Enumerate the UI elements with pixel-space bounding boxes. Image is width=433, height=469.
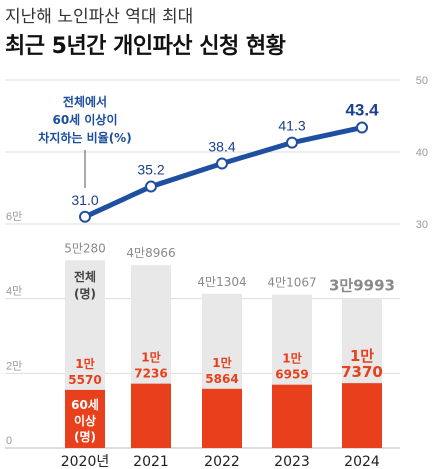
ratio-annotation: 차지하는 비율(%)	[38, 130, 131, 145]
ratio-point	[356, 121, 368, 134]
senior-value-label: 1만	[350, 347, 374, 365]
ratio-value-label: 43.4	[345, 101, 379, 120]
total-value-label: 4만8966	[126, 246, 175, 260]
x-axis-tick-label: 2021	[133, 454, 169, 469]
senior-value-label: 7236	[134, 367, 167, 381]
ratio-value-label: 35.2	[137, 162, 164, 178]
senior-bar	[272, 384, 312, 448]
senior-bar	[342, 383, 382, 448]
chart-subtitle: 지난해 노인파산 역대 최대	[5, 7, 194, 27]
total-series-label: 전체	[74, 269, 96, 284]
right-axis-tick-label: 40	[416, 147, 428, 159]
x-axis-tick-label: 2022	[204, 454, 240, 469]
total-value-label: 5만280	[64, 241, 106, 255]
senior-bar	[202, 388, 242, 448]
ratio-point	[216, 157, 228, 170]
senior-series-label: (명)	[74, 430, 96, 444]
total-value-label: 4만1067	[267, 276, 316, 290]
left-axis-tick-label: 0	[6, 435, 12, 447]
total-value-label: 3만9993	[329, 277, 395, 295]
senior-bar	[131, 383, 171, 448]
senior-value-label: 1만	[212, 355, 231, 370]
senior-series-label: 이상	[74, 413, 96, 428]
ratio-value-label: 31.0	[71, 192, 98, 208]
total-series-label: (명)	[74, 287, 96, 301]
senior-value-label: 1만	[75, 356, 94, 371]
total-value-label: 4만1304	[197, 275, 246, 289]
left-axis-tick-label: 6만	[6, 210, 22, 223]
senior-value-label: 1만	[141, 350, 160, 365]
right-axis-tick-label: 30	[416, 219, 428, 231]
senior-bar	[65, 389, 105, 448]
x-axis-tick-label: 2020년	[61, 454, 110, 469]
x-ticks-layer: 2020년 2021 2022 2023 2024	[61, 454, 380, 469]
x-axis-tick-label: 2023	[274, 454, 310, 469]
ratio-point	[79, 210, 91, 223]
x-axis-tick-label: 2024	[344, 454, 380, 469]
chart-title: 최근 5년간 개인파산 신청 현황	[5, 34, 286, 59]
senior-value-label: 7370	[341, 363, 383, 381]
bars-layer	[65, 260, 382, 448]
left-axis-tick-label: 2만	[6, 359, 22, 372]
ratio-value-label: 38.4	[208, 139, 235, 155]
senior-value-label: 6959	[275, 368, 308, 382]
senior-value-label: 5864	[205, 372, 238, 386]
senior-value-label: 1만	[282, 351, 301, 366]
ratio-value-label: 41.3	[278, 118, 305, 134]
right-axis-tick-label: 50	[416, 75, 428, 87]
bar-labels-layer: 5만280 1만 5570 4만8966 1만 7236 4만1304 1만 5864 4만106…	[64, 241, 395, 444]
senior-series-label: 60세	[71, 397, 99, 412]
ratio-point	[145, 180, 157, 193]
senior-value-label: 5570	[68, 373, 101, 387]
ratio-point	[286, 136, 298, 149]
left-axis-tick-label: 4만	[6, 285, 22, 298]
ratio-annotation: 60세 이상이	[52, 112, 117, 127]
ratio-annotation: 전체에서	[63, 94, 107, 109]
